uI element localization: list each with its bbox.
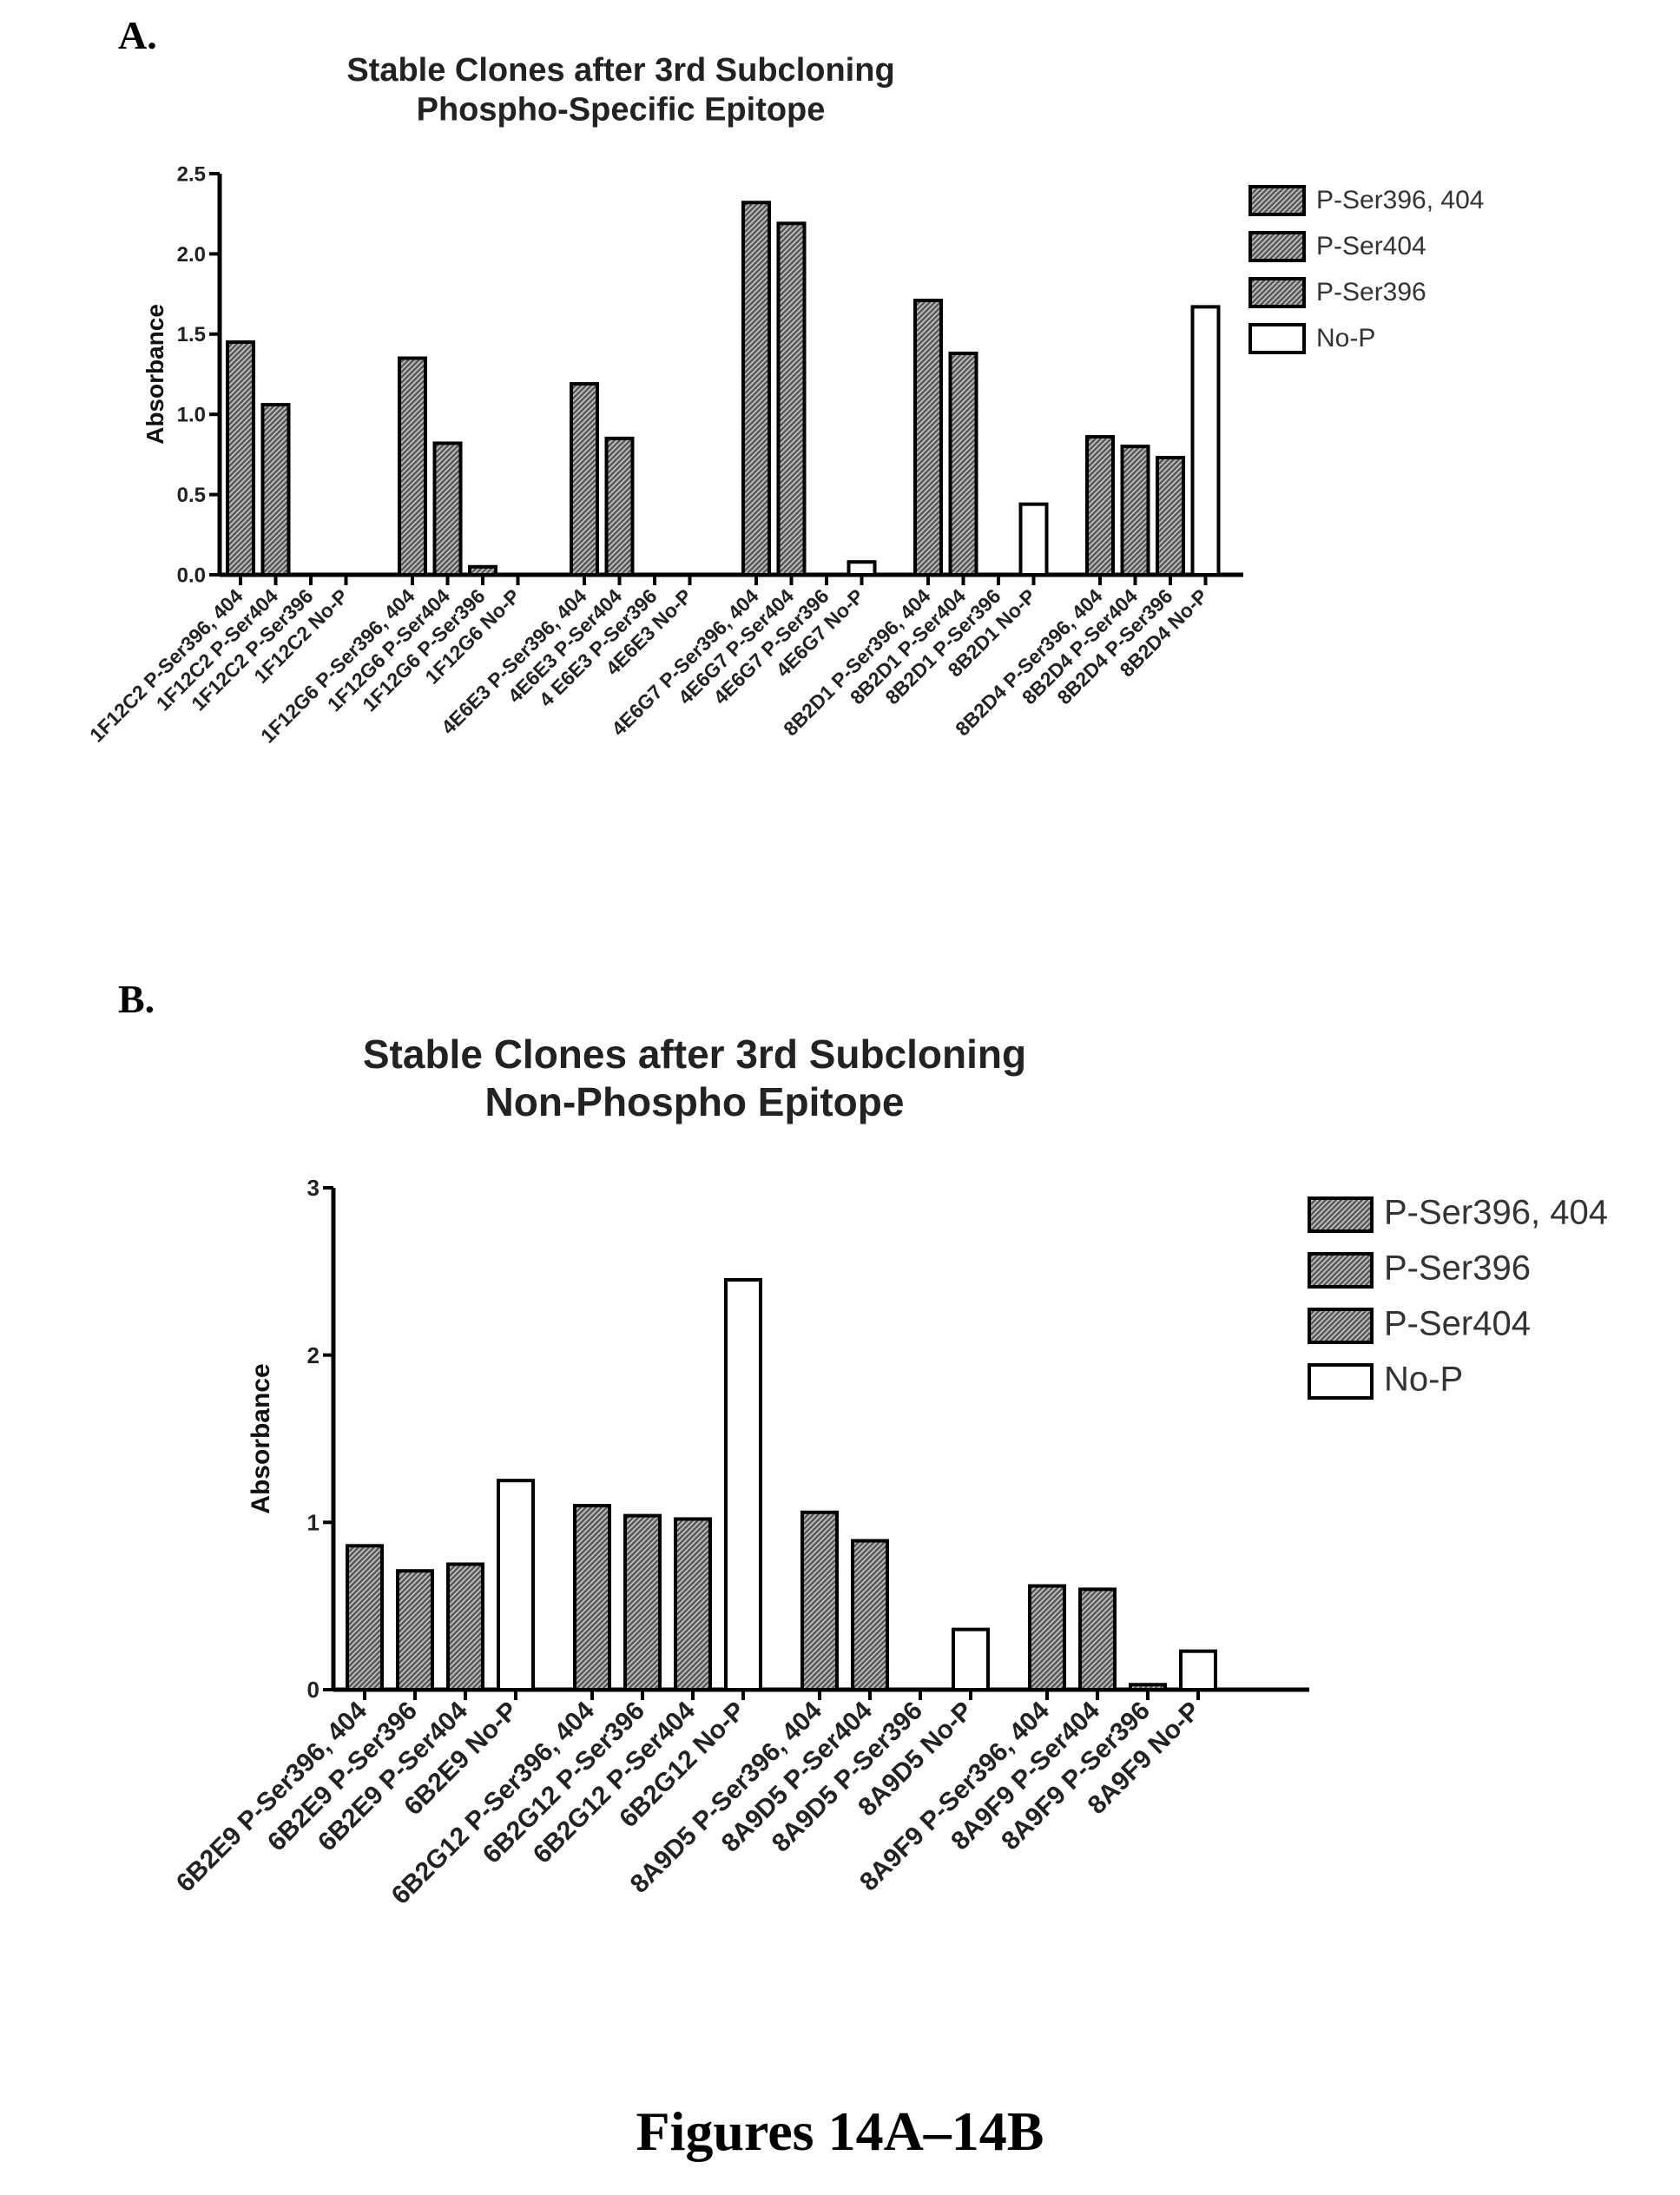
bar <box>398 356 427 577</box>
y-tick-label: 1.5 <box>177 323 206 346</box>
bar <box>1190 305 1221 577</box>
chart-subtitle: Non-Phospho Epitope <box>485 1079 905 1124</box>
bar <box>851 1539 889 1691</box>
legend-swatch <box>1248 277 1306 308</box>
legend-swatch <box>1248 231 1306 262</box>
bar <box>674 1517 712 1691</box>
bar <box>847 560 877 577</box>
bar <box>948 351 978 577</box>
panel-b-label: B. <box>118 977 155 1021</box>
bar <box>446 1562 484 1691</box>
chart-b: Stable Clones after 3rd SubcloningNon-Ph… <box>171 1032 1608 1910</box>
legend-swatch <box>1308 1196 1374 1233</box>
y-tick-label: 0.0 <box>177 564 206 587</box>
legend-label: P-Ser396 <box>1316 278 1426 307</box>
bar <box>396 1569 434 1691</box>
bar <box>952 1627 990 1692</box>
bar <box>570 382 599 577</box>
y-axis-label: Absorbance <box>247 1363 275 1513</box>
bar <box>604 436 635 577</box>
bar <box>226 340 255 577</box>
bar <box>260 403 291 577</box>
legend-swatch <box>1248 323 1306 354</box>
legend-label: P-Ser396, 404 <box>1384 1194 1608 1232</box>
chart-title: Stable Clones after 3rd Subcloning <box>363 1032 1026 1077</box>
bar <box>1156 456 1185 577</box>
bar <box>1078 1587 1117 1692</box>
bar <box>800 1510 839 1691</box>
bar <box>497 1479 535 1692</box>
y-tick-label: 0.5 <box>177 484 206 507</box>
bar <box>1120 445 1150 577</box>
y-tick-label: 2.0 <box>177 243 206 267</box>
bar <box>776 221 807 577</box>
chart-title: Stable Clones after 3rd Subcloning <box>346 52 894 89</box>
bar <box>1179 1649 1217 1691</box>
legend-label: No-P <box>1384 1361 1463 1399</box>
legend-label: No-P <box>1316 324 1375 353</box>
y-tick-label: 1.0 <box>177 404 206 427</box>
bar <box>1129 1683 1167 1691</box>
bar <box>741 201 771 577</box>
legend-swatch <box>1308 1308 1374 1344</box>
legend-swatch <box>1248 185 1306 216</box>
bar <box>432 441 463 577</box>
bar <box>468 564 497 577</box>
y-axis-label: Absorbance <box>142 304 168 445</box>
legend-label: P-Ser404 <box>1316 232 1426 260</box>
figure-caption: Figures 14A–14B <box>636 2100 1044 2162</box>
y-tick-label: 3 <box>307 1175 320 1201</box>
legend-swatch <box>1308 1363 1374 1400</box>
y-tick-label: 2.5 <box>177 162 206 186</box>
legend-label: P-Ser404 <box>1384 1305 1531 1343</box>
y-tick-label: 1 <box>307 1509 320 1535</box>
bar <box>1085 435 1115 577</box>
chart-a: Stable Clones after 3rd SubcloningPhosph… <box>85 52 1484 748</box>
legend-swatch <box>1308 1252 1374 1289</box>
bar <box>573 1504 611 1691</box>
y-tick-label: 0 <box>307 1677 320 1703</box>
panel-a-label: A. <box>118 13 157 57</box>
bar <box>346 1544 384 1691</box>
legend-label: P-Ser396 <box>1384 1249 1531 1288</box>
bar <box>1018 502 1049 577</box>
legend-label: P-Ser396, 404 <box>1316 186 1484 214</box>
bar <box>623 1513 662 1691</box>
y-tick-label: 2 <box>307 1342 320 1368</box>
bar <box>1028 1584 1066 1692</box>
chart-subtitle: Phospho-Specific Epitope <box>417 92 826 129</box>
bar <box>724 1277 762 1691</box>
bar <box>913 298 943 577</box>
